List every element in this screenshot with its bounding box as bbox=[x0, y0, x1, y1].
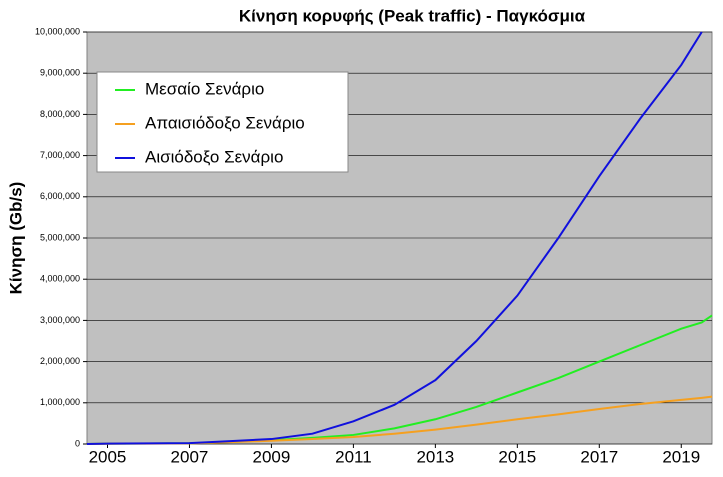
y-axis-label: Κίνηση (Gb/s) bbox=[6, 182, 25, 295]
x-tick-label: 2017 bbox=[580, 447, 618, 466]
legend-label: Απαισιόδοξο Σενάριο bbox=[145, 113, 305, 132]
legend-label: Μεσαίο Σενάριο bbox=[145, 79, 264, 98]
x-tick-label: 2019 bbox=[662, 447, 700, 466]
x-tick-label: 2007 bbox=[171, 447, 209, 466]
y-tick-label: 1,000,000 bbox=[40, 397, 80, 407]
x-tick-label: 2009 bbox=[253, 447, 291, 466]
x-tick-label: 2011 bbox=[335, 447, 372, 466]
y-tick-label: 2,000,000 bbox=[40, 356, 80, 366]
x-tick-label: 2015 bbox=[498, 447, 536, 466]
y-tick-label: 5,000,000 bbox=[40, 232, 80, 242]
y-tick-label: 8,000,000 bbox=[40, 109, 80, 119]
legend bbox=[96, 71, 349, 173]
y-tick-label: 3,000,000 bbox=[40, 315, 80, 325]
y-tick-label: 0 bbox=[75, 438, 80, 448]
x-tick-label: 2013 bbox=[416, 447, 454, 466]
y-tick-label: 6,000,000 bbox=[40, 191, 80, 201]
y-tick-label: 4,000,000 bbox=[40, 274, 80, 284]
x-tick-label: 2005 bbox=[89, 447, 127, 466]
series-line bbox=[86, 31, 703, 445]
y-tick-label: 9,000,000 bbox=[40, 68, 80, 78]
legend-label: Αισιόδοξο Σενάριο bbox=[145, 147, 283, 166]
chart-title: Κίνηση κορυφής (Peak traffic) - Παγκόσμι… bbox=[239, 6, 586, 25]
y-tick-label: 7,000,000 bbox=[40, 150, 80, 160]
y-tick-label: 10,000,000 bbox=[35, 26, 80, 36]
